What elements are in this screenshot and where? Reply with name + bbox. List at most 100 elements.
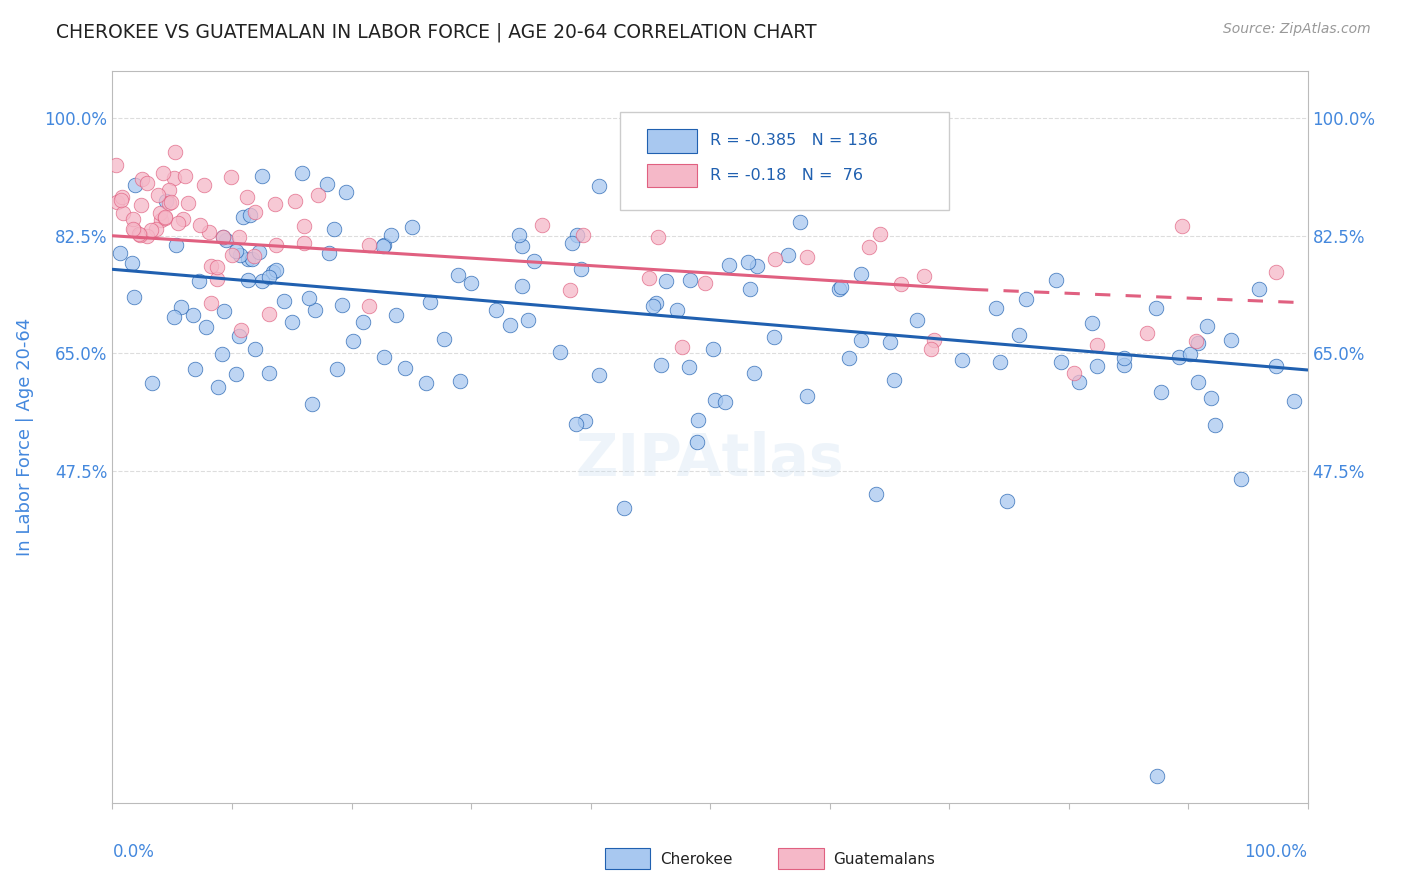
Point bbox=[291, 166, 314, 180]
Point bbox=[1180, 347, 1202, 361]
Point bbox=[330, 298, 353, 312]
Point bbox=[225, 367, 247, 381]
Text: R = -0.18   N =  76: R = -0.18 N = 76 bbox=[710, 168, 863, 183]
Point bbox=[574, 414, 596, 428]
Point bbox=[499, 318, 522, 332]
Point bbox=[688, 413, 710, 427]
Point bbox=[148, 188, 170, 202]
Point bbox=[236, 273, 259, 287]
Point bbox=[128, 228, 150, 243]
Point bbox=[1185, 334, 1208, 348]
Point bbox=[128, 227, 150, 241]
Point bbox=[1087, 338, 1109, 352]
Point bbox=[1146, 769, 1168, 783]
Point bbox=[207, 379, 229, 393]
Point bbox=[105, 195, 128, 210]
Point bbox=[273, 293, 295, 308]
Point bbox=[373, 239, 395, 253]
Point bbox=[654, 274, 676, 288]
FancyBboxPatch shape bbox=[647, 163, 697, 187]
Point bbox=[359, 238, 381, 252]
Point bbox=[796, 250, 818, 264]
Point bbox=[1112, 358, 1135, 372]
Point bbox=[950, 353, 973, 368]
Point bbox=[1081, 316, 1104, 330]
Point bbox=[912, 268, 935, 283]
Text: 100.0%: 100.0% bbox=[1244, 843, 1308, 861]
Point bbox=[702, 342, 724, 356]
Point bbox=[236, 252, 259, 266]
Point bbox=[239, 208, 262, 222]
Point bbox=[207, 260, 229, 275]
Y-axis label: In Labor Force | Age 20-64: In Labor Force | Age 20-64 bbox=[15, 318, 34, 557]
Point bbox=[484, 302, 506, 317]
Point bbox=[419, 294, 441, 309]
Point bbox=[304, 303, 326, 318]
Point bbox=[250, 274, 273, 288]
Point bbox=[738, 282, 761, 296]
Point bbox=[149, 206, 172, 220]
Point bbox=[613, 500, 636, 515]
Text: 0.0%: 0.0% bbox=[112, 843, 155, 861]
Point bbox=[666, 302, 689, 317]
Text: R = -0.385   N = 136: R = -0.385 N = 136 bbox=[710, 133, 877, 148]
Point bbox=[510, 239, 533, 253]
Point bbox=[671, 340, 693, 354]
Point bbox=[714, 395, 737, 409]
Point bbox=[1063, 367, 1085, 381]
Point bbox=[221, 248, 243, 262]
Point bbox=[645, 296, 668, 310]
Point bbox=[869, 227, 891, 241]
Point bbox=[572, 227, 595, 242]
Point bbox=[342, 334, 364, 348]
Point bbox=[225, 244, 247, 258]
Point bbox=[153, 211, 176, 225]
Point bbox=[558, 283, 581, 297]
Point bbox=[212, 229, 235, 244]
Point bbox=[650, 358, 672, 372]
Point bbox=[110, 190, 132, 204]
Point bbox=[193, 178, 215, 192]
Point bbox=[686, 435, 709, 450]
Text: CHEROKEE VS GUATEMALAN IN LABOR FORCE | AGE 20-64 CORRELATION CHART: CHEROKEE VS GUATEMALAN IN LABOR FORCE | … bbox=[56, 22, 817, 42]
Point bbox=[1195, 318, 1218, 333]
Point bbox=[145, 221, 167, 235]
Point bbox=[460, 276, 482, 290]
Point bbox=[184, 362, 207, 376]
Point bbox=[245, 204, 267, 219]
Point bbox=[264, 238, 287, 252]
Point bbox=[181, 308, 204, 322]
Point bbox=[508, 227, 530, 242]
Point bbox=[318, 246, 340, 260]
Point bbox=[449, 375, 471, 389]
Point bbox=[155, 194, 177, 208]
Point bbox=[284, 194, 307, 209]
Point bbox=[165, 238, 187, 252]
Point bbox=[207, 272, 229, 286]
Point bbox=[198, 225, 221, 239]
Point bbox=[229, 248, 252, 262]
Point bbox=[1264, 265, 1286, 279]
Point bbox=[165, 145, 187, 159]
Point bbox=[922, 333, 945, 347]
Point bbox=[879, 335, 901, 350]
Point bbox=[718, 258, 741, 272]
FancyBboxPatch shape bbox=[778, 848, 824, 869]
Point bbox=[1045, 272, 1067, 286]
Point bbox=[157, 196, 180, 211]
Point bbox=[266, 263, 288, 277]
Point bbox=[177, 196, 200, 211]
Point bbox=[1085, 359, 1108, 373]
Point bbox=[160, 195, 183, 210]
Point bbox=[510, 278, 533, 293]
Point bbox=[200, 260, 222, 274]
Text: Source: ZipAtlas.com: Source: ZipAtlas.com bbox=[1223, 22, 1371, 37]
FancyBboxPatch shape bbox=[647, 129, 697, 153]
Point bbox=[828, 282, 851, 296]
Point bbox=[763, 252, 786, 267]
Point bbox=[920, 342, 942, 356]
Point bbox=[316, 177, 339, 191]
Point bbox=[325, 362, 347, 376]
Point bbox=[235, 190, 257, 204]
Point bbox=[141, 376, 163, 391]
